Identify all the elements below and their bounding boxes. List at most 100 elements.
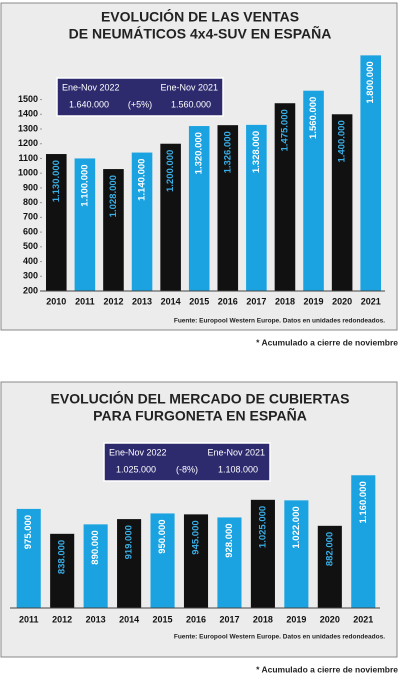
source: Fuente: Europool Western Europe. Datos e… — [174, 318, 385, 325]
note: * Acumulado a cierre de noviembre — [256, 664, 398, 674]
x-tick-label: 2018 — [253, 614, 273, 624]
x-tick-label: 2019 — [286, 614, 306, 624]
x-tick-label: 2016 — [218, 296, 238, 306]
x-tick-label: 2018 — [275, 296, 295, 306]
value-label: 838.000 — [57, 540, 68, 574]
y-tick-label: 800 — [23, 197, 38, 207]
x-tick-label: 2017 — [219, 614, 239, 624]
x-tick-label: 2011 — [19, 614, 39, 624]
value-label: 1.100.000 — [79, 164, 90, 206]
y-tick-label: 1500 — [18, 94, 38, 104]
inset-change: (-8%) — [176, 464, 198, 474]
inset-right-title: Ene-Nov 2021 — [160, 82, 218, 92]
inset-box — [103, 442, 271, 482]
bar — [117, 519, 142, 608]
bar — [250, 499, 275, 608]
value-label: 1.140.000 — [137, 159, 148, 201]
bar — [360, 55, 381, 292]
inset-left-value: 1.640.000 — [69, 99, 109, 109]
value-label: 1.560.000 — [308, 97, 319, 139]
x-tick-label: 2019 — [304, 296, 324, 306]
bar — [50, 533, 75, 608]
inset-right-value: 1.108.000 — [218, 464, 258, 474]
bar — [274, 103, 296, 292]
chart-title: EVOLUCIÓN DEL MERCADO DE CUBIERTAS — [51, 390, 350, 407]
x-tick-label: 2015 — [189, 296, 209, 306]
value-label: 1.400.000 — [337, 120, 348, 162]
value-label: 1.320.000 — [194, 132, 205, 174]
y-tick-label: 600 — [23, 226, 38, 236]
x-tick-label: 2020 — [332, 296, 352, 306]
bar — [246, 124, 267, 291]
bar — [46, 154, 67, 291]
x-tick-label: 2015 — [153, 614, 173, 624]
bar — [331, 114, 353, 291]
y-tick-label: 300 — [23, 271, 38, 281]
x-tick-label: 2011 — [75, 296, 95, 306]
value-label: 928.000 — [224, 523, 235, 557]
bar — [83, 524, 108, 608]
bar — [303, 90, 324, 291]
bar — [284, 500, 309, 608]
x-tick-label: 2013 — [86, 614, 106, 624]
x-tick-label: 2016 — [186, 614, 206, 624]
bar — [317, 525, 342, 608]
bar — [217, 125, 239, 292]
value-label: 1.028.000 — [108, 175, 119, 217]
y-tick-label: 400 — [23, 256, 38, 266]
value-label: 1.200.000 — [165, 150, 176, 192]
value-label: 1.022.000 — [291, 506, 302, 548]
bar — [150, 513, 175, 608]
inset-right-title: Ene-Nov 2021 — [207, 447, 265, 457]
bar — [160, 143, 181, 291]
bar — [103, 169, 124, 291]
value-label: 919.000 — [124, 525, 135, 559]
x-tick-label: 2014 — [161, 296, 181, 306]
y-tick-label: 1100 — [18, 153, 38, 163]
inset-left-title: Ene-Nov 2022 — [62, 82, 120, 92]
bar — [74, 158, 96, 291]
chart-title: EVOLUCIÓN DE LAS VENTAS — [101, 8, 299, 25]
value-label: 1.328.000 — [251, 131, 262, 173]
value-label: 945.000 — [191, 520, 202, 554]
value-label: 1.130.000 — [51, 160, 62, 202]
x-tick-label: 2012 — [103, 296, 123, 306]
inset-left-value: 1.025.000 — [116, 464, 156, 474]
inset-left-title: Ene-Nov 2022 — [109, 447, 167, 457]
x-tick-label: 2014 — [119, 614, 139, 624]
inset-change: (+5%) — [128, 99, 152, 109]
y-tick-label: 500 — [23, 241, 38, 251]
inset-right-value: 1.560.000 — [171, 99, 211, 109]
y-tick-label: 700 — [23, 212, 38, 222]
x-tick-label: 2021 — [361, 296, 381, 306]
value-label: 1.475.000 — [279, 109, 290, 151]
x-tick-label: 2020 — [320, 614, 340, 624]
inset-box — [56, 77, 224, 117]
value-label: 890.000 — [90, 530, 101, 564]
value-label: 1.800.000 — [365, 61, 376, 103]
x-tick-label: 2012 — [52, 614, 72, 624]
y-tick-label: 900 — [23, 182, 38, 192]
value-label: 950.000 — [157, 519, 168, 553]
x-tick-label: 2010 — [46, 296, 66, 306]
y-tick-label: 1200 — [18, 138, 38, 148]
y-tick-label: 200 — [23, 285, 38, 295]
x-tick-label: 2021 — [353, 614, 373, 624]
chart-title: DE NEUMÁTICOS 4x4-SUV EN ESPAÑA — [69, 25, 332, 42]
value-label: 1.025.000 — [257, 506, 268, 548]
note: * Acumulado a cierre de noviembre — [256, 337, 398, 347]
y-tick-label: 1400 — [18, 109, 38, 119]
bar — [188, 126, 210, 292]
y-tick-label: 1300 — [18, 123, 38, 133]
source: Fuente: Europool Western Europe. Datos e… — [174, 634, 385, 641]
value-label: 882.000 — [324, 532, 335, 566]
x-tick-label: 2013 — [132, 296, 152, 306]
x-tick-label: 2017 — [246, 296, 266, 306]
bar — [217, 517, 242, 608]
value-label: 975.000 — [23, 515, 34, 549]
value-label: 1.326.000 — [222, 131, 233, 173]
bar — [16, 508, 41, 608]
y-tick-label: 1000 — [18, 168, 38, 178]
value-label: 1.160.000 — [358, 481, 369, 523]
